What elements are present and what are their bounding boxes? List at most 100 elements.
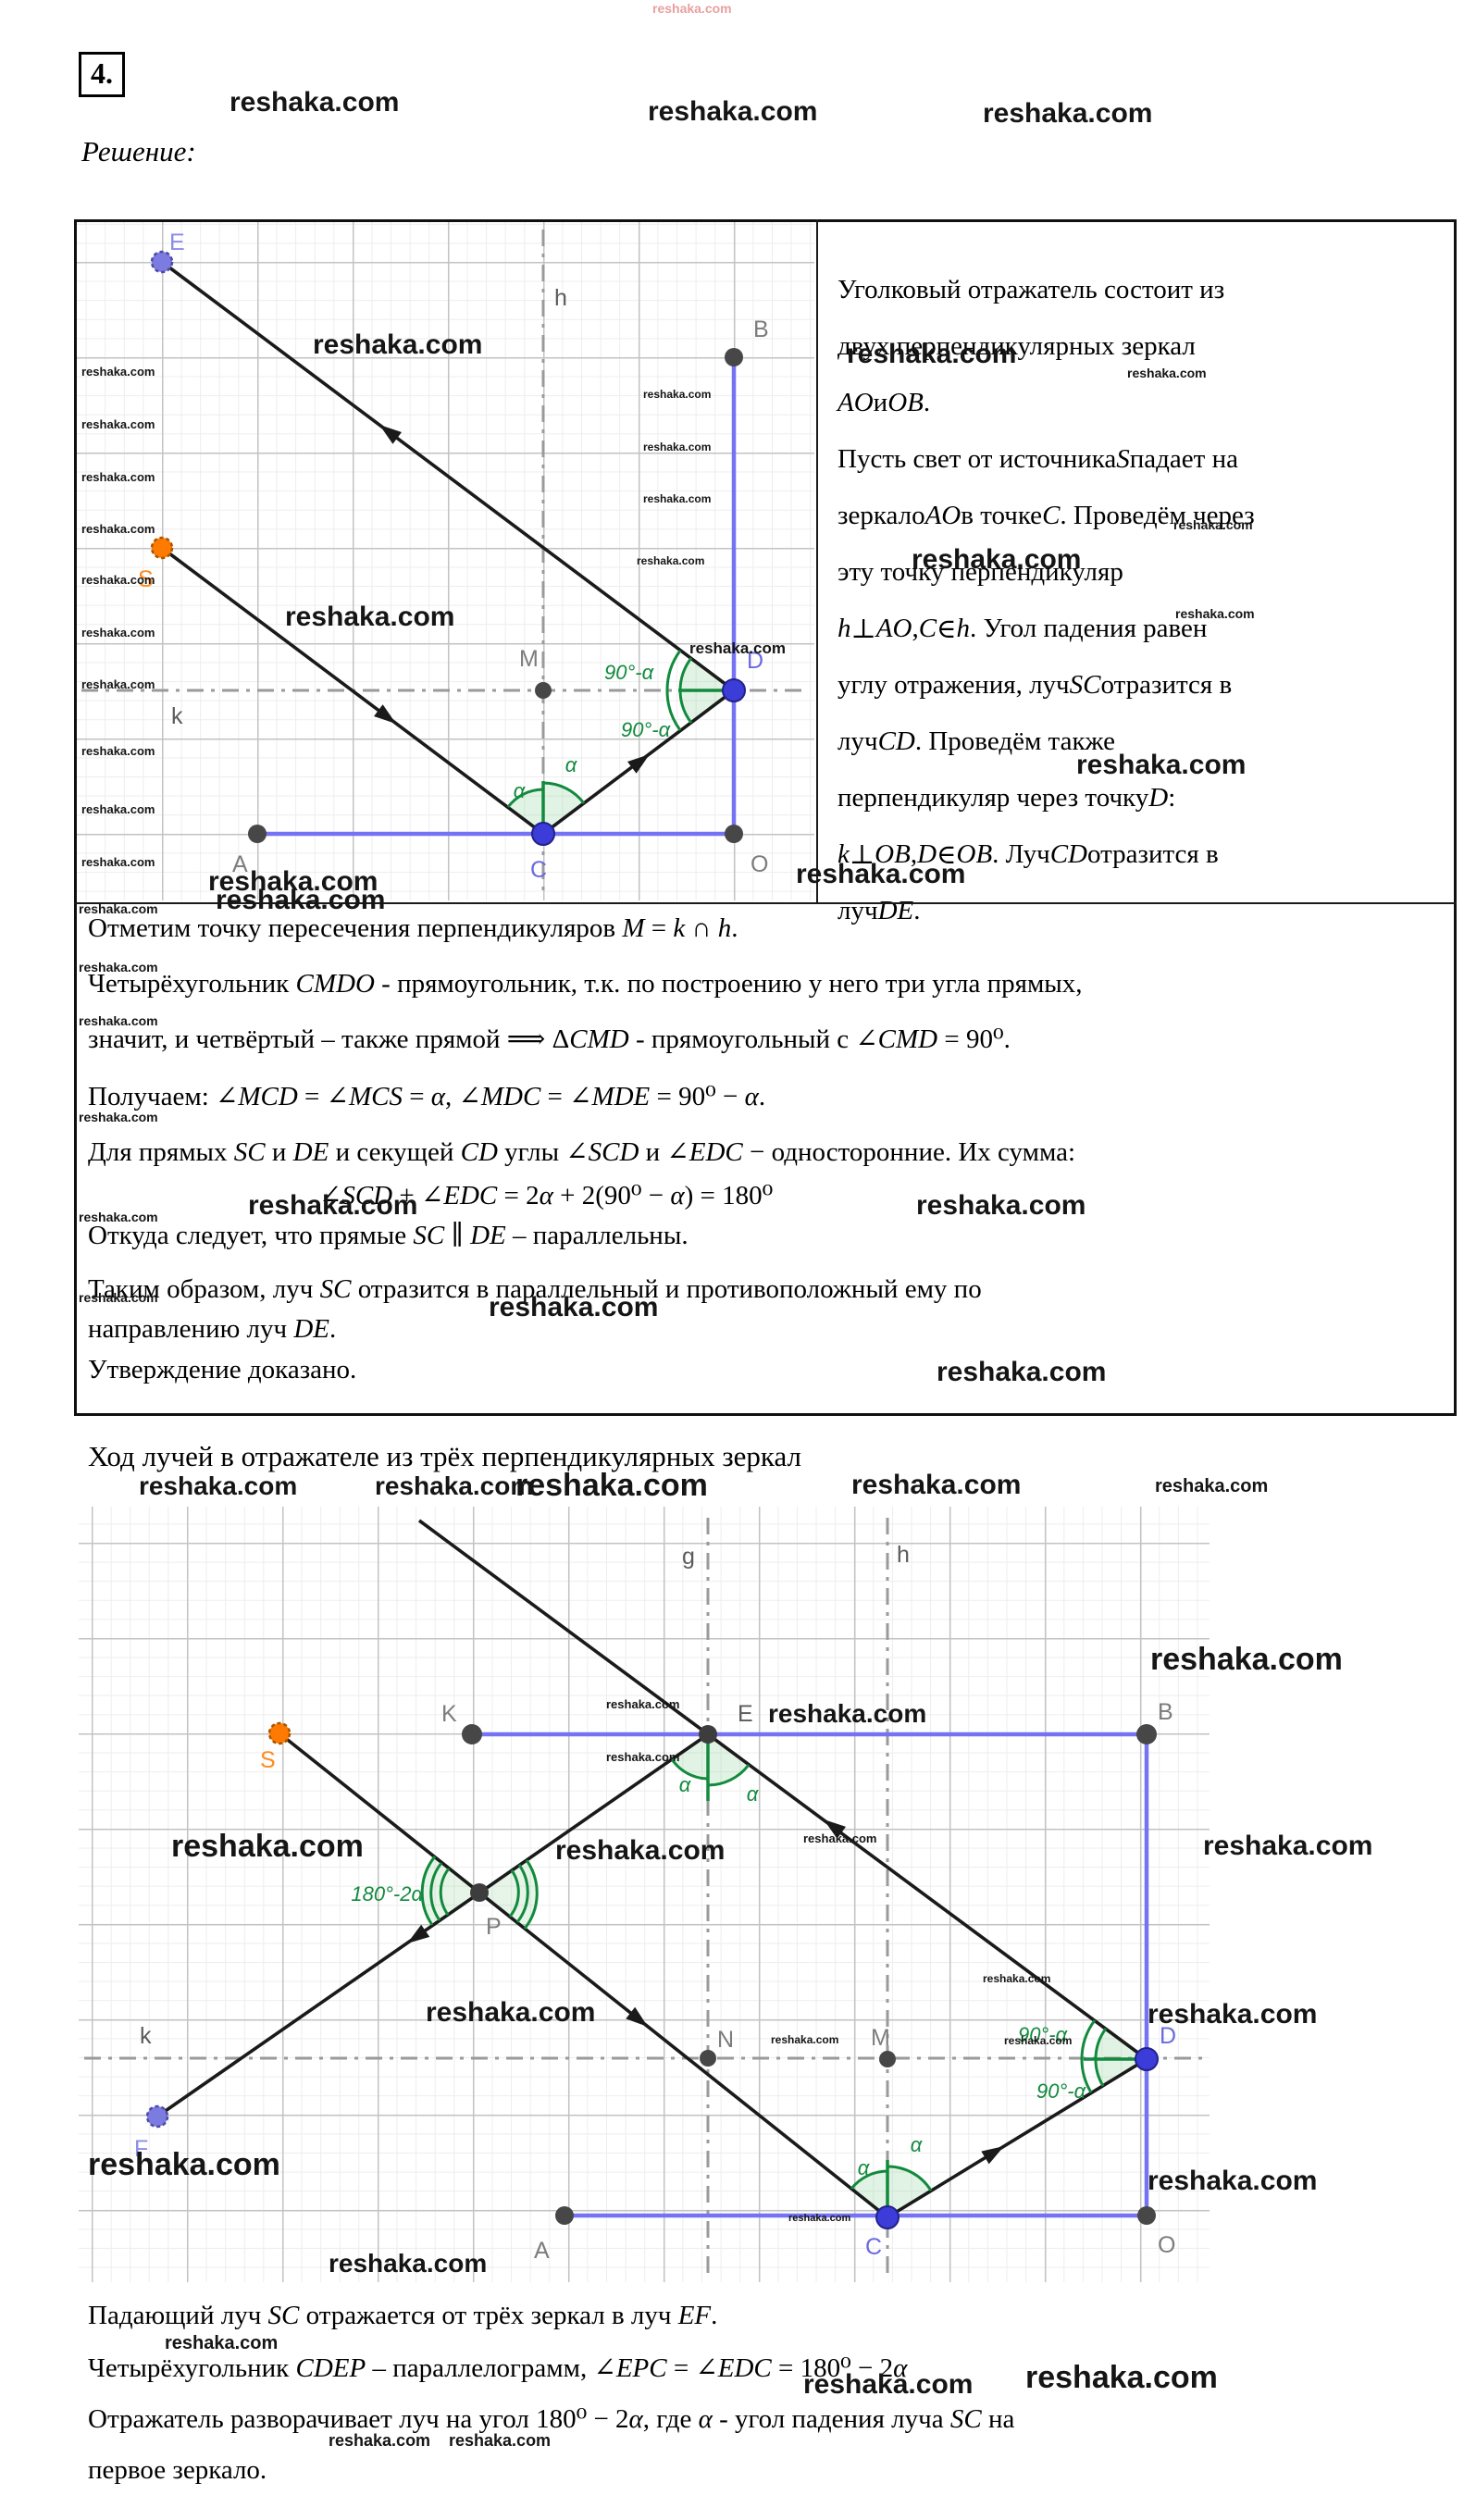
arrowhead bbox=[981, 2146, 1004, 2165]
point-O bbox=[725, 825, 743, 843]
box-horizontal-divider bbox=[74, 902, 1457, 904]
label-E: E bbox=[738, 1701, 753, 1727]
label-k: k bbox=[171, 703, 183, 729]
point-D bbox=[1135, 2047, 1159, 2071]
label-alpha: α bbox=[514, 779, 527, 802]
angle-sector bbox=[708, 1734, 749, 1785]
angle-arc bbox=[1094, 2028, 1108, 2060]
label-90-minus-alpha: 90°-α bbox=[621, 718, 672, 741]
label-180-minus-2alpha: 180°-2α bbox=[351, 1882, 424, 1906]
point-D bbox=[722, 678, 746, 702]
point-B bbox=[725, 348, 743, 366]
right-column: Уголковый отражатель состоит из двух пер… bbox=[837, 262, 1456, 939]
box-vertical-divider bbox=[816, 219, 818, 904]
point-B bbox=[1136, 1724, 1157, 1744]
text-line: Отражатель разворачивает луч на угол 180… bbox=[88, 2404, 1015, 2434]
text-line: направлению луч DE. bbox=[88, 1314, 337, 1344]
text-line: Уголковый отражатель состоит из bbox=[837, 275, 1225, 304]
text-line: Четырёхугольник CDEP – параллелограмм, ∠… bbox=[88, 2353, 908, 2383]
label-B: B bbox=[753, 317, 769, 342]
text-line: луч CD. Проведём также bbox=[837, 726, 1116, 756]
text-line: Четырёхугольник CMDO - прямоугольник, т.… bbox=[88, 969, 1083, 999]
figure1-svg: E S A C O D M B h k α α 90°-α 90°-α bbox=[81, 230, 807, 896]
watermark: reshaka.com bbox=[652, 1, 732, 16]
point-K bbox=[462, 1724, 482, 1744]
text-line: Получаем: ∠MCD = ∠MCS = α, ∠MDC = ∠MDE =… bbox=[88, 1082, 766, 1111]
text-line: двух перпендикулярных зеркал bbox=[837, 331, 1196, 361]
label-O: O bbox=[751, 851, 768, 877]
arrowhead bbox=[626, 2006, 648, 2027]
watermark: reshaka.com bbox=[648, 96, 818, 127]
label-M: M bbox=[871, 2025, 890, 2051]
text-line: луч DE. bbox=[837, 896, 921, 925]
label-90-minus-alpha: 90°-α bbox=[604, 661, 655, 684]
watermark: reshaka.com bbox=[1203, 1831, 1373, 1861]
label-D: D bbox=[1160, 2023, 1176, 2049]
label-90-minus-alpha: 90°-α bbox=[1018, 2023, 1069, 2046]
arrowhead bbox=[824, 1819, 847, 1839]
label-alpha: α bbox=[911, 2133, 924, 2156]
watermark: reshaka.com bbox=[983, 98, 1153, 129]
angle-arc bbox=[523, 1859, 539, 1930]
text-line: k ⊥ OB, D ∈ OB. Луч CD отразится в bbox=[837, 839, 1219, 870]
label-K: K bbox=[441, 1701, 457, 1727]
label-A: A bbox=[534, 2238, 550, 2264]
ray-EF bbox=[155, 1732, 710, 2118]
label-90-minus-alpha: 90°-α bbox=[1036, 2079, 1087, 2103]
text-line: AO и OB. bbox=[837, 388, 931, 417]
label-g: g bbox=[682, 1544, 695, 1570]
angle-arc bbox=[707, 1764, 751, 1787]
point-A bbox=[555, 2206, 574, 2225]
angle-arc bbox=[1094, 2058, 1105, 2087]
watermark: reshaka.com bbox=[230, 87, 400, 118]
point-C bbox=[531, 822, 555, 846]
point-P bbox=[470, 1883, 489, 1902]
section2-title: Ход лучей в отражателе из трёх перпендик… bbox=[88, 1440, 801, 1472]
text-line: углу отражения, луч SC отразится в bbox=[837, 670, 1233, 700]
figure2-svg: S K E B P N M D F A C O g h k α α α α 90… bbox=[84, 1518, 1204, 2273]
arrowhead bbox=[374, 704, 396, 724]
text-line: первое зеркало. bbox=[88, 2455, 267, 2485]
label-M: M bbox=[519, 646, 539, 672]
label-E: E bbox=[169, 230, 185, 255]
label-D: D bbox=[747, 648, 763, 674]
problem-number: 4. bbox=[79, 52, 125, 97]
arrowhead bbox=[379, 425, 403, 444]
angle-arc bbox=[420, 1856, 437, 1926]
label-B: B bbox=[1158, 1699, 1173, 1725]
point-M bbox=[535, 682, 552, 699]
watermark: reshaka.com bbox=[515, 1468, 708, 1503]
point-E bbox=[150, 250, 174, 274]
angle-arc bbox=[1080, 2058, 1093, 2093]
figure2-three-mirror-reflector: S K E B P N M D F A C O g h k α α α α 90… bbox=[79, 1507, 1210, 2282]
arrowhead bbox=[627, 754, 650, 774]
label-h: h bbox=[897, 1542, 910, 1568]
text-line: Таким образом, луч SC отразится в паралл… bbox=[88, 1274, 982, 1304]
angle-arc bbox=[678, 689, 693, 724]
angle-arc bbox=[665, 689, 682, 731]
text-line: Отметим точку пересечения перпендикуляро… bbox=[88, 913, 738, 943]
angle-arc bbox=[542, 781, 586, 804]
text-line: Падающий луч SC отражается от трёх зерка… bbox=[88, 2301, 718, 2330]
arrowhead bbox=[407, 1924, 430, 1943]
label-k: k bbox=[140, 2023, 152, 2049]
text-line: зеркало AO в точке C. Проведём через bbox=[837, 501, 1255, 530]
point-S bbox=[267, 1721, 292, 1745]
label-C: C bbox=[530, 857, 547, 883]
label-P: P bbox=[486, 1914, 502, 1940]
point-N bbox=[700, 2050, 716, 2067]
figure1-corner-reflector: E S A C O D M B h k α α 90°-α 90°-α bbox=[77, 222, 814, 900]
watermark: reshaka.com bbox=[139, 1471, 298, 1500]
angle-arc bbox=[429, 1862, 443, 1921]
label-N: N bbox=[717, 2027, 734, 2053]
ray-SC bbox=[278, 1732, 889, 2219]
text-line: перпендикуляр через точку D: bbox=[837, 783, 1176, 813]
angle-arc bbox=[665, 650, 682, 691]
watermark: reshaka.com bbox=[1155, 1476, 1269, 1496]
angle-arc bbox=[1080, 2019, 1097, 2060]
point-E bbox=[699, 1725, 717, 1744]
point-A bbox=[248, 825, 267, 843]
label-alpha: α bbox=[858, 2156, 871, 2179]
label-A: A bbox=[232, 851, 248, 877]
